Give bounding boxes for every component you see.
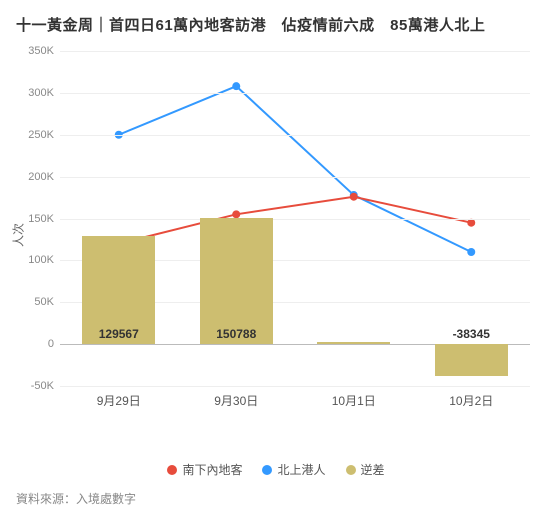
southbound-point (350, 193, 358, 201)
legend-swatch (167, 465, 177, 475)
southbound-point (467, 219, 475, 227)
chart-area: 人次 -50K050K100K150K200K250K300K350K9月29日… (16, 45, 536, 425)
plot-area: -50K050K100K150K200K250K300K350K9月29日9月3… (60, 51, 530, 386)
legend-label: 北上港人 (277, 461, 325, 478)
grid-line (60, 135, 530, 136)
northbound-point (232, 82, 240, 90)
y-tick-label: 0 (48, 338, 60, 350)
bar-value-label: -38345 (453, 327, 490, 341)
y-tick-label: -50K (31, 380, 60, 392)
legend-item: 南下內地客 (167, 461, 242, 478)
x-tick-label: 9月29日 (97, 386, 141, 409)
y-tick-label: 50K (34, 296, 60, 308)
legend-label: 逆差 (361, 461, 385, 478)
bar (435, 344, 508, 376)
grid-line (60, 177, 530, 178)
northbound-line (119, 86, 472, 252)
bar-value-label: 129567 (99, 327, 139, 341)
x-tick-label: 9月30日 (214, 386, 258, 409)
southbound-line (119, 197, 472, 244)
bar (200, 218, 273, 344)
y-tick-label: 350K (28, 45, 60, 57)
grid-line (60, 219, 530, 220)
legend-label: 南下內地客 (182, 461, 242, 478)
chart-frame: 十一黃金周｜首四日61萬內地客訪港 佔疫情前六成 85萬港人北上 人次 -50K… (0, 0, 552, 502)
y-axis-label: 人次 (10, 223, 27, 247)
y-tick-label: 250K (28, 129, 60, 141)
legend-item: 逆差 (346, 461, 385, 478)
northbound-point (467, 248, 475, 256)
source-text: 資料來源：入境處數字 (16, 490, 536, 507)
bar (317, 342, 390, 345)
x-tick-label: 10月2日 (449, 386, 493, 409)
x-tick-label: 10月1日 (332, 386, 376, 409)
grid-line (60, 93, 530, 94)
y-tick-label: 300K (28, 87, 60, 99)
bar-value-label: 150788 (216, 327, 256, 341)
chart-title: 十一黃金周｜首四日61萬內地客訪港 佔疫情前六成 85萬港人北上 (16, 14, 536, 35)
legend-swatch (346, 465, 356, 475)
y-tick-label: 150K (28, 213, 60, 225)
legend: 南下內地客 北上港人 逆差 (16, 461, 536, 478)
y-tick-label: 200K (28, 171, 60, 183)
y-tick-label: 100K (28, 254, 60, 266)
grid-line (60, 51, 530, 52)
legend-swatch (262, 465, 272, 475)
legend-item: 北上港人 (262, 461, 325, 478)
